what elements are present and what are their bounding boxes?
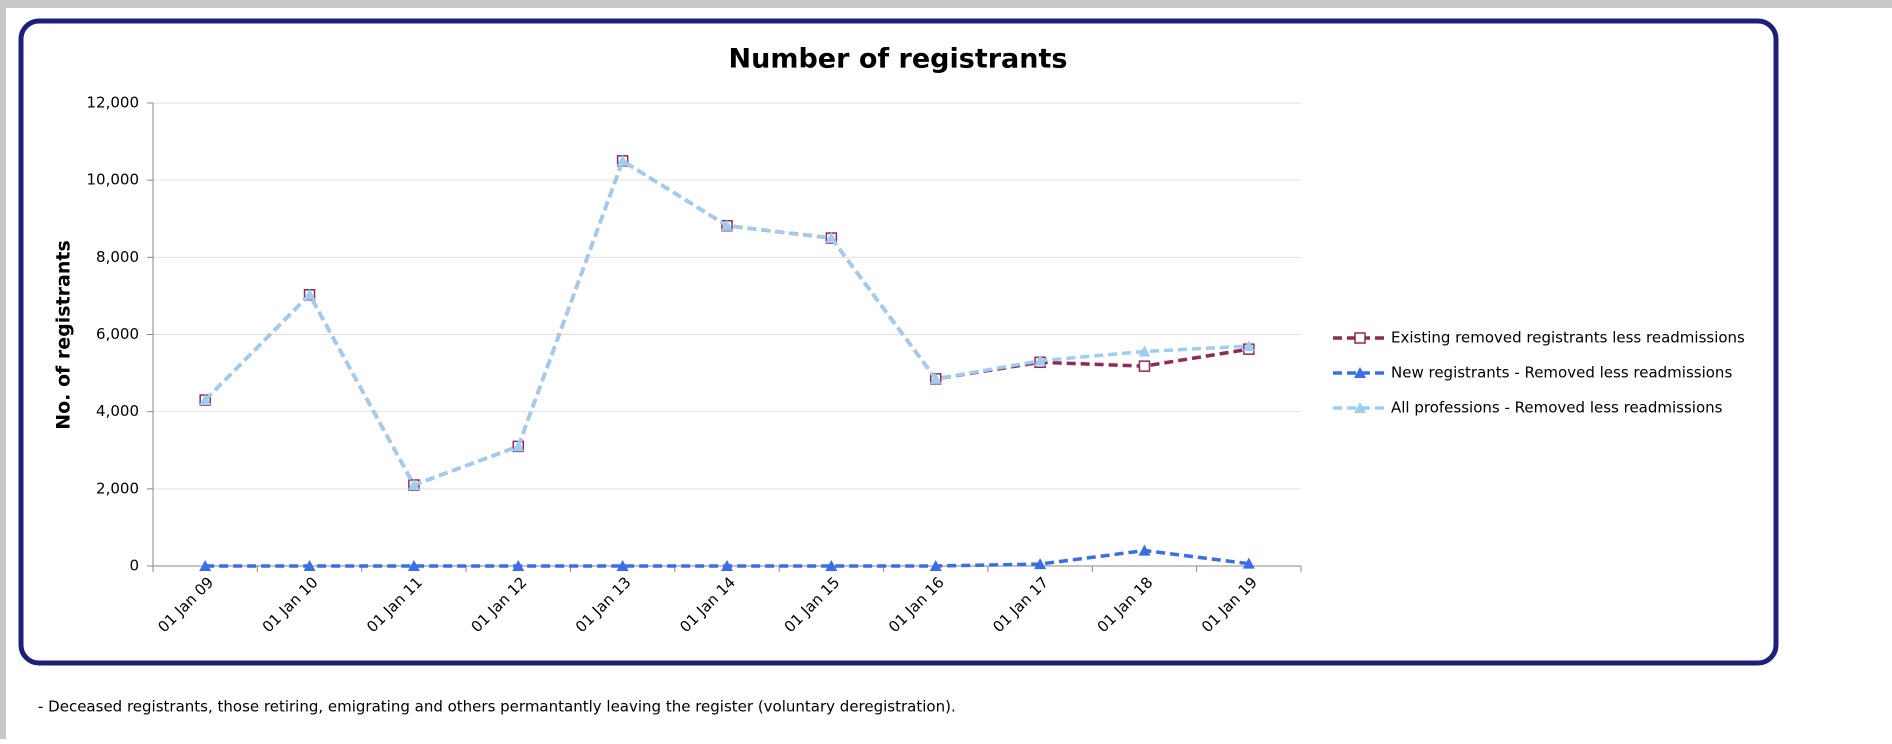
marker <box>616 154 629 166</box>
y-tick-label: 8,000 <box>96 248 139 266</box>
left-border <box>0 0 6 739</box>
y-tick-label: 10,000 <box>87 171 140 189</box>
chart-title: Number of registrants <box>729 44 1068 75</box>
y-tick-label: 4,000 <box>96 402 139 420</box>
marker <box>1242 557 1255 569</box>
y-tick-label: 0 <box>129 557 139 575</box>
y-tick-label: 12,000 <box>87 94 140 112</box>
marker <box>1138 544 1151 556</box>
marker <box>825 232 838 244</box>
marker <box>303 288 316 300</box>
y-axis-label: No. of registrants <box>53 240 75 430</box>
legend-label: All professions - Removed less readmissi… <box>1391 399 1723 417</box>
marker <box>1354 402 1366 413</box>
marker <box>1354 332 1366 344</box>
marker <box>512 440 525 452</box>
marker <box>1138 345 1151 357</box>
y-tick-label: 6,000 <box>96 325 139 343</box>
marker <box>825 560 838 571</box>
top-border <box>0 0 1892 8</box>
marker <box>616 560 629 571</box>
marker <box>199 560 212 571</box>
marker <box>407 560 420 571</box>
footer-note: - Deceased registrants, those retiring, … <box>38 698 956 716</box>
y-tick-label: 2,000 <box>96 479 139 497</box>
marker <box>929 372 942 384</box>
marker <box>721 560 733 571</box>
marker <box>1034 558 1047 570</box>
legend-label: Existing removed registrants less readmi… <box>1391 329 1745 347</box>
legend-label: New registrants - Removed less readmissi… <box>1391 364 1732 382</box>
chart-frame <box>18 18 1779 666</box>
marker <box>1354 367 1366 378</box>
marker <box>303 560 316 571</box>
marker <box>512 560 525 571</box>
marker <box>1242 340 1255 352</box>
marker <box>721 219 733 231</box>
marker <box>1138 360 1151 372</box>
marker <box>199 394 212 406</box>
marker <box>407 478 420 490</box>
marker <box>1034 354 1047 366</box>
marker <box>929 560 942 571</box>
